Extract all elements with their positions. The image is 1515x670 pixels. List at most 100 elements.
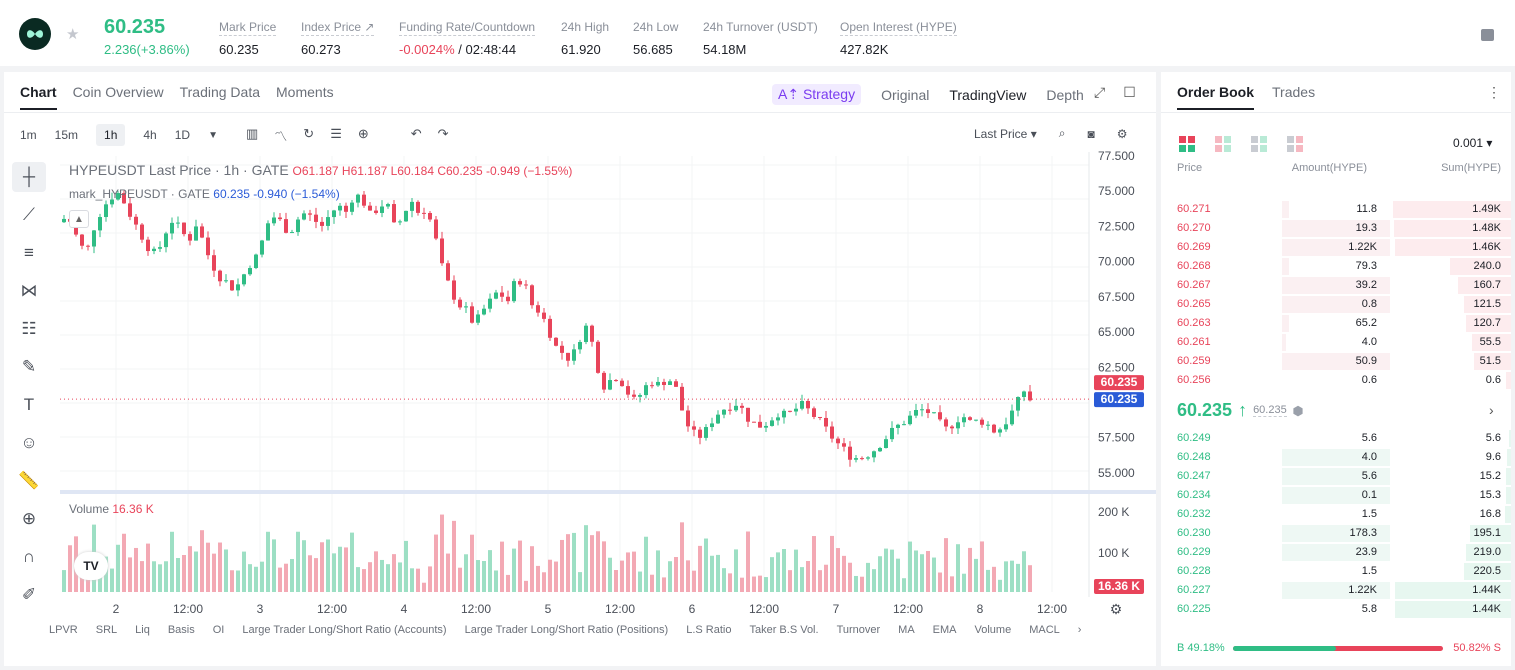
candle-body [338,205,342,211]
tab-coin-overview[interactable]: Coin Overview [72,84,164,100]
collapse-legend-button[interactable]: ▲ [69,210,89,228]
pattern-icon[interactable]: ⋈ [20,281,38,300]
zoom-in-icon[interactable]: ⊕ [21,509,37,528]
indicator-macd[interactable]: MACL [1029,624,1060,636]
add-alert-icon[interactable]: ⊕ [357,125,369,141]
chevron-right-icon[interactable]: › [1489,402,1494,418]
book-icon[interactable] [1481,29,1494,41]
price-chart[interactable]: 77.500 75.000 72.500 70.000 67.500 65.000 62.5… [4,72,1156,666]
bid-row[interactable]: 60.230 178.3 195.1 [1161,524,1511,543]
bid-row[interactable]: 60.227 1.22K 1.44K [1161,581,1511,600]
indicator-liq[interactable]: Liq [135,624,150,636]
bid-row[interactable]: 60.228 1.5 220.5 [1161,562,1511,581]
indicator-ls-ratio[interactable]: L.S Ratio [686,624,732,636]
favorite-star-icon[interactable]: ★ [66,26,80,43]
indicator-turnover[interactable]: Turnover [836,624,881,636]
templates-icon[interactable]: ☰ [330,125,342,141]
crosshair-icon[interactable]: ┼ [12,162,46,192]
view-tradingview[interactable]: TradingView [949,86,1027,103]
tab-order-book[interactable]: Order Book [1177,84,1255,110]
indicator-basis[interactable]: Basis [167,624,195,636]
precision-select[interactable]: 0.001 ▾ [1453,136,1493,150]
brush-icon[interactable]: ✎ [21,357,37,376]
emoji-icon[interactable]: ☺ [20,433,38,452]
volume-bar [890,549,894,592]
stat-funding-rate[interactable]: Funding Rate/Countdown -0.0024% / 02:48:… [399,20,536,57]
stat-index-price[interactable]: Index Price ↗ 60.273 [301,20,375,57]
candle-type-icon[interactable]: ▥ [245,125,259,141]
view-asks-icon[interactable] [1287,136,1303,152]
ask-row[interactable]: 60.263 65.2 120.7 [1161,314,1511,333]
ask-row[interactable]: 60.259 50.9 51.5 [1161,352,1511,371]
stat-mark-price[interactable]: Mark Price 60.235 [219,20,277,57]
indicator-volume[interactable]: Volume [974,624,1012,636]
ask-row[interactable]: 60.267 39.2 160.7 [1161,276,1511,295]
settings-gear-icon[interactable]: ⚙ [1116,126,1128,141]
bid-row[interactable]: 60.232 1.5 16.8 [1161,505,1511,524]
strategy-button[interactable]: A⇡ Strategy [772,84,862,105]
volume-bar [344,547,348,592]
indicator-ema[interactable]: EMA [932,624,957,636]
bid-row[interactable]: 60.234 0.1 15.3 [1161,486,1511,505]
search-icon[interactable]: ⌕ [1058,126,1066,140]
timeframe-dropdown-icon[interactable]: ▼ [208,129,218,141]
tab-trades[interactable]: Trades [1272,84,1316,100]
bid-row[interactable]: 60.249 5.6 5.6 [1161,429,1511,448]
ask-row[interactable]: 60.256 0.6 0.6 [1161,371,1511,390]
indicator-lpvr[interactable]: LPVR [49,624,78,636]
scroll-right-icon[interactable]: › [1077,624,1082,636]
indicator-ls-accounts[interactable]: Large Trader Long/Short Ratio (Accounts) [242,624,447,636]
ask-row[interactable]: 60.269 1.22K 1.46K [1161,238,1511,257]
replay-icon[interactable]: ↻ [303,125,315,141]
indicators-icon[interactable]: 〽 [274,128,288,144]
magnet-icon[interactable]: ∩ [22,547,36,566]
indicator-taker-vol[interactable]: Taker B.S Vol. [749,624,819,636]
view-bids-icon[interactable] [1251,136,1267,152]
candle-body [320,221,324,226]
expand-icon[interactable]: ⤢ [1094,84,1106,100]
ruler-icon[interactable]: 📏 [18,471,40,490]
text-tool-icon[interactable]: T [23,395,35,414]
view-both-alt-icon[interactable] [1215,136,1231,152]
indicator-srl[interactable]: SRL [95,624,118,636]
ask-row[interactable]: 60.270 19.3 1.48K [1161,219,1511,238]
ask-row[interactable]: 60.268 79.3 240.0 [1161,257,1511,276]
tf-1d[interactable]: 1D [174,128,191,142]
tab-moments[interactable]: Moments [276,84,334,100]
view-both-icon[interactable] [1179,136,1195,152]
pencil-icon[interactable]: ✐ [21,585,37,604]
indicator-ma[interactable]: MA [898,624,915,636]
bid-row[interactable]: 60.247 5.6 15.2 [1161,467,1511,486]
candle-body [260,240,264,255]
more-menu-icon[interactable]: ⋮ [1487,84,1501,100]
candle-body [212,255,216,271]
stat-open-interest[interactable]: Open Interest (HYPE) 427.82K [840,20,957,57]
redo-icon[interactable]: ↷ [437,125,449,141]
bid-row[interactable]: 60.248 4.0 9.6 [1161,448,1511,467]
indicator-oi[interactable]: OI [212,624,225,636]
bid-row[interactable]: 60.229 23.9 219.0 [1161,543,1511,562]
bid-row[interactable]: 60.225 5.8 1.44K [1161,600,1511,619]
fib-icon[interactable]: ☷ [21,319,37,338]
ask-row[interactable]: 60.271 11.8 1.49K [1161,200,1511,219]
volume-bar [176,557,180,592]
horizontal-lines-icon[interactable]: ≡ [24,243,34,262]
price-type-select[interactable]: Last Price ▾ [974,126,1037,141]
tab-chart[interactable]: Chart [20,84,57,110]
indicator-ls-positions[interactable]: Large Trader Long/Short Ratio (Positions… [464,624,669,636]
view-original[interactable]: Original [881,86,930,103]
trend-line-icon[interactable]: ⟋ [23,205,35,224]
undo-icon[interactable]: ↶ [410,125,422,141]
candle-body [302,213,306,220]
tf-4h[interactable]: 4h [143,128,157,142]
mid-price[interactable]: 60.235 ↑ 60.235 ⬢ [1177,400,1304,420]
tf-1h[interactable]: 1h [96,124,126,146]
ask-row[interactable]: 60.261 4.0 55.5 [1161,333,1511,352]
camera-icon[interactable]: ◙ [1087,126,1095,141]
ask-row[interactable]: 60.265 0.8 121.5 [1161,295,1511,314]
tf-1m[interactable]: 1m [20,128,37,142]
tf-15m[interactable]: 15m [54,128,79,142]
view-depth[interactable]: Depth [1046,86,1084,103]
tab-trading-data[interactable]: Trading Data [179,84,261,100]
window-icon[interactable]: ☐ [1123,84,1136,100]
